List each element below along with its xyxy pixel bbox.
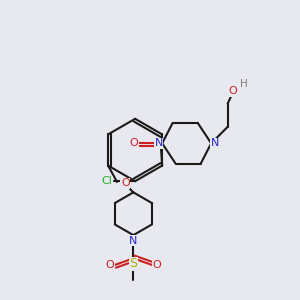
Text: N: N xyxy=(129,236,138,245)
Text: N: N xyxy=(154,138,163,148)
Text: O: O xyxy=(130,138,138,148)
Text: N: N xyxy=(211,138,219,148)
Text: O: O xyxy=(153,260,161,270)
Text: O: O xyxy=(105,260,114,270)
Text: S: S xyxy=(129,257,137,270)
Text: Cl: Cl xyxy=(102,176,112,186)
Text: O: O xyxy=(121,178,130,188)
Text: H: H xyxy=(240,80,248,89)
Text: O: O xyxy=(229,86,237,96)
